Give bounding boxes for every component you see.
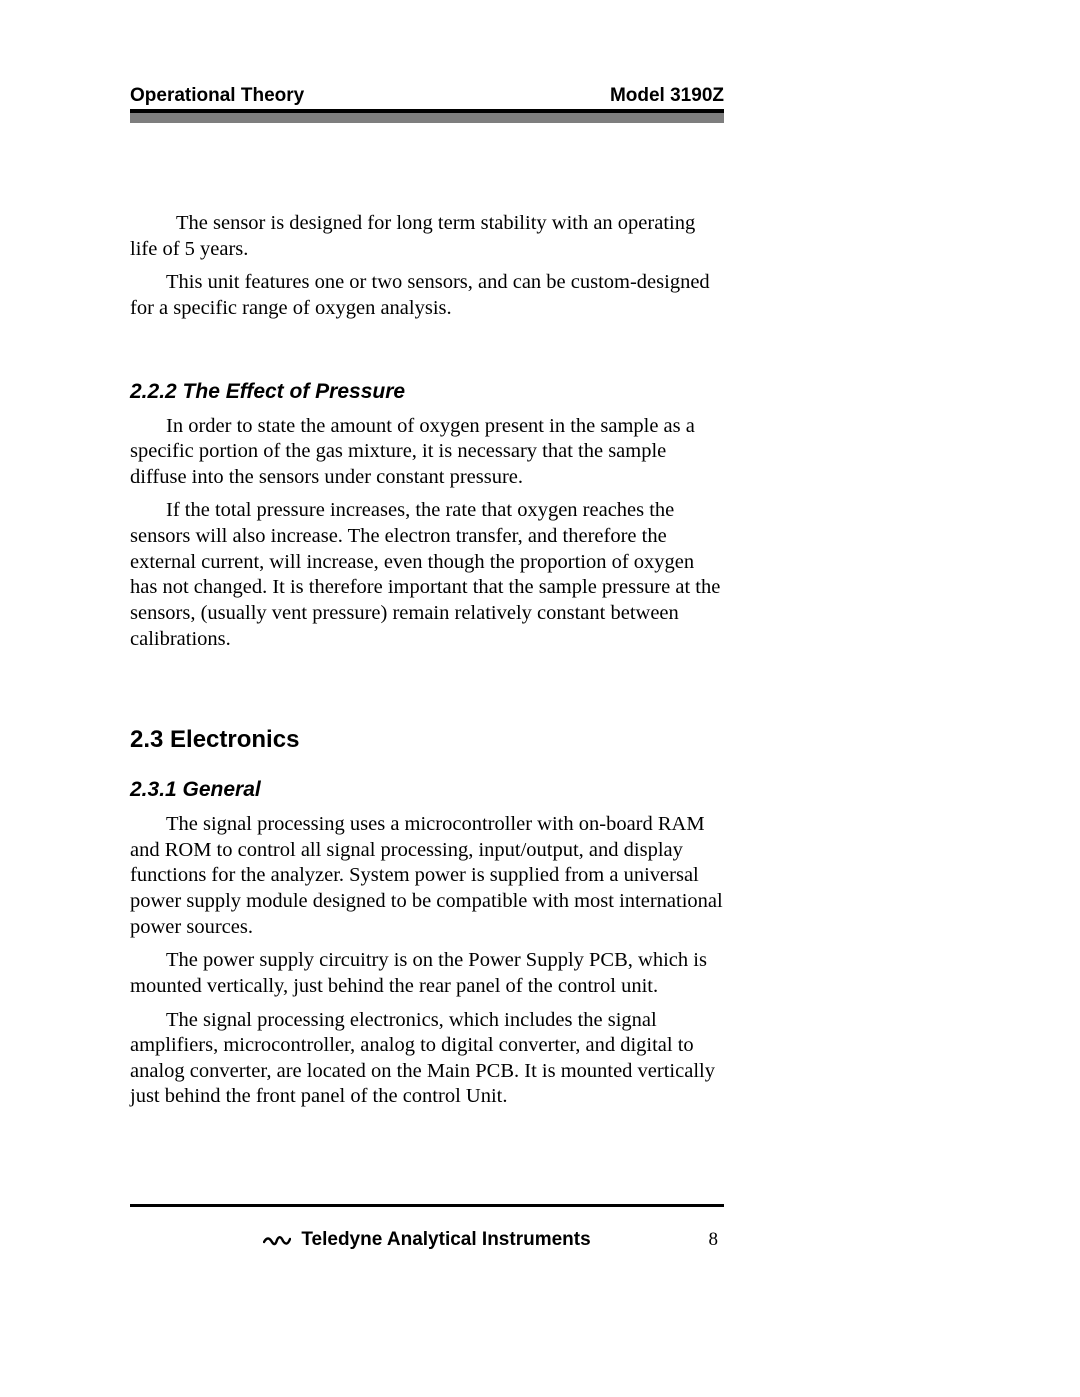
paragraph: The sensor is designed for long term sta… — [130, 211, 724, 262]
heading-2-3: 2.3 Electronics — [130, 726, 724, 754]
paragraph: The signal processing electronics, which… — [130, 1008, 724, 1111]
footer-company: Teledyne Analytical Instruments — [301, 1229, 590, 1251]
header-left: Operational Theory — [130, 85, 304, 107]
paragraph: In order to state the amount of oxygen p… — [130, 414, 724, 491]
heading-2-2-2: 2.2.2 The Effect of Pressure — [130, 380, 724, 404]
header-right: Model 3190Z — [610, 85, 724, 107]
paragraph: The power supply circuitry is on the Pow… — [130, 948, 724, 999]
footer-center: Teledyne Analytical Instruments — [263, 1229, 590, 1251]
footer-row: Teledyne Analytical Instruments 8 — [130, 1229, 724, 1251]
heading-2-3-1: 2.3.1 General — [130, 778, 724, 802]
paragraph: If the total pressure increases, the rat… — [130, 498, 724, 652]
page-content: Operational Theory Model 3190Z The senso… — [130, 85, 724, 1118]
body-area: The sensor is designed for long term sta… — [130, 123, 724, 1110]
page-header: Operational Theory Model 3190Z — [130, 85, 724, 109]
paragraph: The signal processing uses a microcontro… — [130, 812, 724, 940]
page-footer: Teledyne Analytical Instruments 8 — [130, 1204, 724, 1251]
company-logo-icon — [263, 1232, 291, 1248]
header-rule-grey — [130, 113, 724, 123]
paragraph: This unit features one or two sensors, a… — [130, 270, 724, 321]
footer-rule — [130, 1204, 724, 1207]
page-number: 8 — [709, 1229, 719, 1251]
